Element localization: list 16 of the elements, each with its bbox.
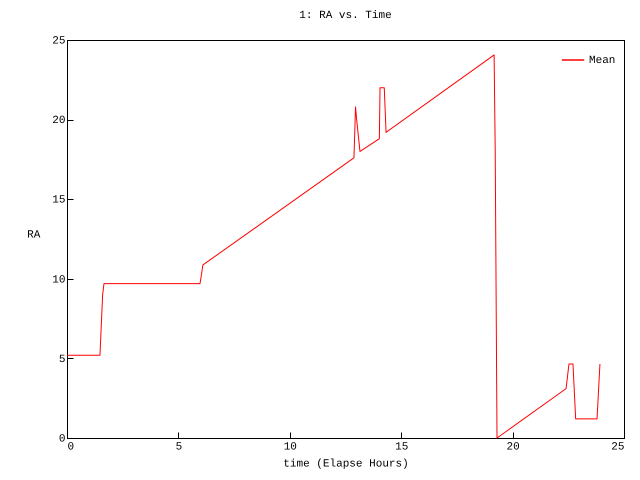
x-tick-label: 15 [395, 442, 408, 454]
y-axis-title: RA [27, 230, 41, 242]
x-tick-label: 0 [68, 442, 74, 454]
legend-label: Mean [589, 55, 616, 67]
y-tick-label: 15 [52, 194, 66, 207]
y-tick-label: 20 [52, 115, 66, 128]
x-axis-title: time (Elapse Hours) [283, 458, 409, 470]
x-tick-label: 20 [506, 442, 520, 454]
y-tick-label: 25 [52, 36, 66, 48]
x-tick-label: 25 [611, 442, 624, 454]
x-tick-label: 10 [284, 442, 297, 454]
y-tick-label: 0 [58, 434, 66, 446]
chart-title: 1: RA vs. Time [299, 10, 392, 22]
y-tick-label: 5 [58, 354, 66, 366]
y-tick-label: 10 [52, 274, 66, 286]
x-tick-label: 5 [176, 442, 182, 454]
